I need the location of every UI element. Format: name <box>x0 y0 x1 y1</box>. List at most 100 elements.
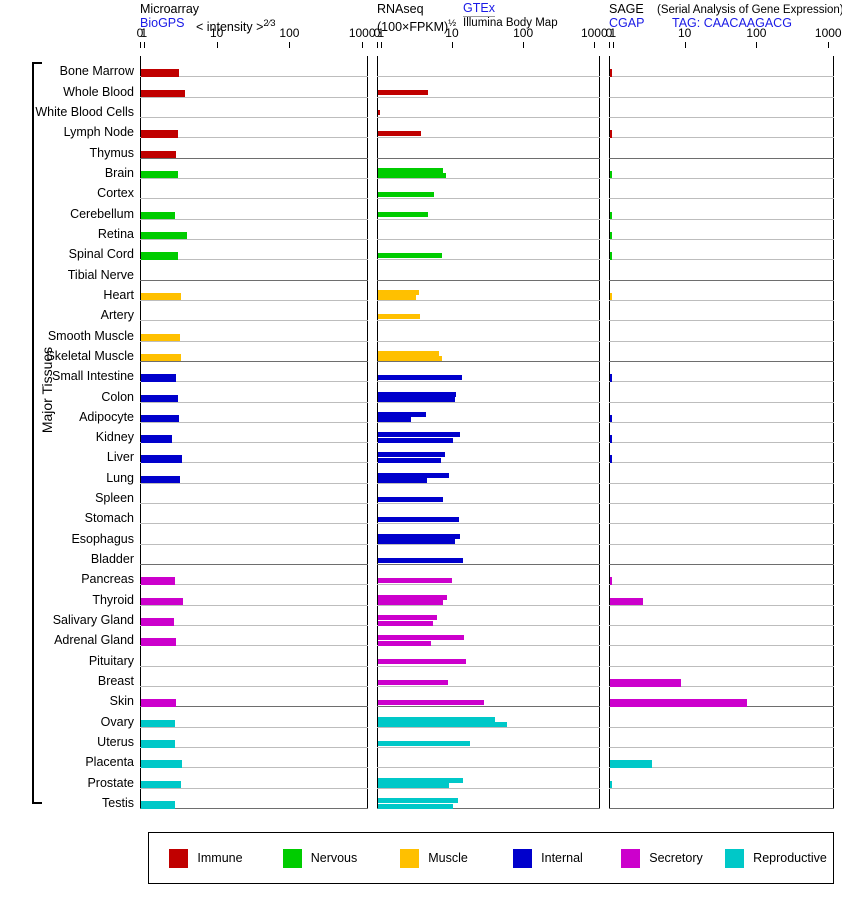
bar-sage-cerebellum <box>610 211 612 220</box>
bar-sage-spinal-cord <box>610 252 612 260</box>
bar-microarray-whole-blood <box>141 89 186 98</box>
rnaseq-tick-10 <box>451 42 453 48</box>
legend-item-muscle[interactable]: Muscle <box>377 848 491 868</box>
rnaseq-row-gridline <box>377 177 600 179</box>
microarray-row-gridline <box>140 96 368 98</box>
sage-row-gridline <box>609 706 834 708</box>
bar-sage-small-intestine <box>610 374 612 382</box>
tissue-label-white-blood-cells: White Blood Cells <box>35 104 134 119</box>
rnaseq-row-gridline <box>377 442 600 444</box>
bar-microarray-cerebellum <box>141 211 176 220</box>
sage-row-gridline <box>609 177 834 179</box>
rnaseq-row-gridline <box>377 564 600 566</box>
bar-rnaseq-illumina-adrenal-gland <box>378 640 431 646</box>
rnaseq-row-gridline <box>377 381 600 383</box>
sage-tick-1 <box>612 42 614 48</box>
bar-microarray-pancreas <box>141 577 176 585</box>
sage-tag-sequence: TAG: CAACAAGACG <box>672 16 792 30</box>
bar-microarray-placenta <box>141 760 182 768</box>
legend-label-secretory: Secretory <box>649 851 703 865</box>
rnaseq-row-gridline <box>377 665 600 667</box>
legend-item-nervous[interactable]: Nervous <box>263 848 377 868</box>
microarray-subtitle: < intensity >2⁄3 <box>196 17 276 34</box>
bar-rnaseq-gtex-spleen <box>378 496 443 502</box>
tissue-label-skeletal-muscle: Skeletal Muscle <box>46 348 134 363</box>
rnaseq-row-gridline <box>377 259 600 261</box>
microarray-tick-1 <box>143 42 145 48</box>
sage-row-gridline <box>609 442 834 444</box>
bar-rnaseq-illumina-prostate <box>378 783 449 789</box>
bar-sage-lymph-node <box>610 130 612 138</box>
microarray-row-gridline <box>140 625 368 627</box>
rnaseq-row-gridline <box>377 401 600 403</box>
sage-row-gridline <box>609 320 834 322</box>
legend-item-secretory[interactable]: Secretory <box>605 848 719 868</box>
microarray-row-gridline <box>140 482 368 484</box>
rnaseq-row-gridline <box>377 157 600 159</box>
sage-row-gridline <box>609 543 834 545</box>
sage-row-gridline <box>609 116 834 118</box>
rnaseq-plot-frame <box>377 56 600 808</box>
sage-row-gridline <box>609 665 834 667</box>
sage-row-gridline <box>609 76 834 78</box>
microarray-tick-0 <box>140 42 141 48</box>
tissue-label-retina: Retina <box>97 226 134 241</box>
bar-rnaseq-gtex-lymph-node <box>378 130 422 136</box>
tissue-label-cerebellum: Cerebellum <box>70 206 134 221</box>
sage-row-gridline <box>609 96 834 98</box>
bar-rnaseq-illumina-thyroid <box>378 600 444 606</box>
bar-microarray-testis <box>141 801 176 809</box>
tissue-label-ovary: Ovary <box>100 714 134 729</box>
microarray-row-gridline <box>140 238 368 240</box>
tissue-label-kidney: Kidney <box>95 430 134 445</box>
tissue-label-prostate: Prostate <box>87 775 134 790</box>
microarray-row-gridline <box>140 726 368 728</box>
legend-swatch-secretory-icon <box>621 848 641 868</box>
bar-rnaseq-gtex-artery <box>378 313 420 319</box>
bar-sage-skin <box>610 699 748 707</box>
rnaseq-row-gridline <box>377 482 600 484</box>
bar-rnaseq-illumina-lung <box>378 478 428 484</box>
bar-microarray-heart <box>141 292 181 301</box>
sage-tick-label-1: 1 <box>609 26 617 40</box>
bar-sage-placenta <box>610 760 652 768</box>
tissue-label-thymus: Thymus <box>89 145 134 160</box>
bar-sage-pancreas <box>610 577 612 585</box>
sage-row-gridline <box>609 604 834 606</box>
legend-swatch-immune-icon <box>169 848 189 868</box>
tissue-label-liver: Liver <box>106 450 134 465</box>
microarray-row-gridline <box>140 76 368 78</box>
legend-item-immune[interactable]: Immune <box>149 848 263 868</box>
bar-microarray-retina <box>141 231 187 240</box>
sage-row-gridline <box>609 686 834 688</box>
sage-row-gridline <box>609 401 834 403</box>
rnaseq-tick-100 <box>523 42 525 48</box>
rnaseq-row-gridline <box>377 340 600 342</box>
legend-label-nervous: Nervous <box>310 851 358 865</box>
tissue-label-brain: Brain <box>104 165 134 180</box>
rnaseq-tick-label-0: 0 <box>373 26 381 40</box>
tissue-label-placenta: Placenta <box>85 755 134 770</box>
tissue-label-pancreas: Pancreas <box>81 572 134 587</box>
sage-row-gridline <box>609 279 834 281</box>
legend-item-internal[interactable]: Internal <box>491 848 605 868</box>
sage-row-gridline <box>609 787 834 789</box>
bar-microarray-colon <box>141 394 178 402</box>
bar-rnaseq-illumina-ovary <box>378 722 508 728</box>
bar-rnaseq-gtex-breast <box>378 679 448 685</box>
sage-row-gridline <box>609 645 834 647</box>
bar-microarray-adrenal-gland <box>141 638 177 646</box>
rnaseq-row-gridline <box>377 421 600 423</box>
bar-rnaseq-gtex-lung <box>378 472 450 478</box>
legend-swatch-nervous-icon <box>282 848 302 868</box>
rnaseq-source-gtex: GTEx <box>463 1 495 17</box>
legend-item-reproductive[interactable]: Reproductive <box>719 848 833 868</box>
tissue-label-salivary-gland: Salivary Gland <box>52 613 134 628</box>
rnaseq-row-gridline <box>377 503 600 505</box>
bar-rnaseq-illumina-testis <box>378 803 454 809</box>
rnaseq-row-gridline <box>377 523 600 525</box>
sage-subtitle-expansion: (Serial Analysis of Gene Expression) <box>657 4 842 16</box>
microarray-tick-label-100: 100 <box>279 26 300 40</box>
microarray-row-gridline <box>140 503 368 505</box>
